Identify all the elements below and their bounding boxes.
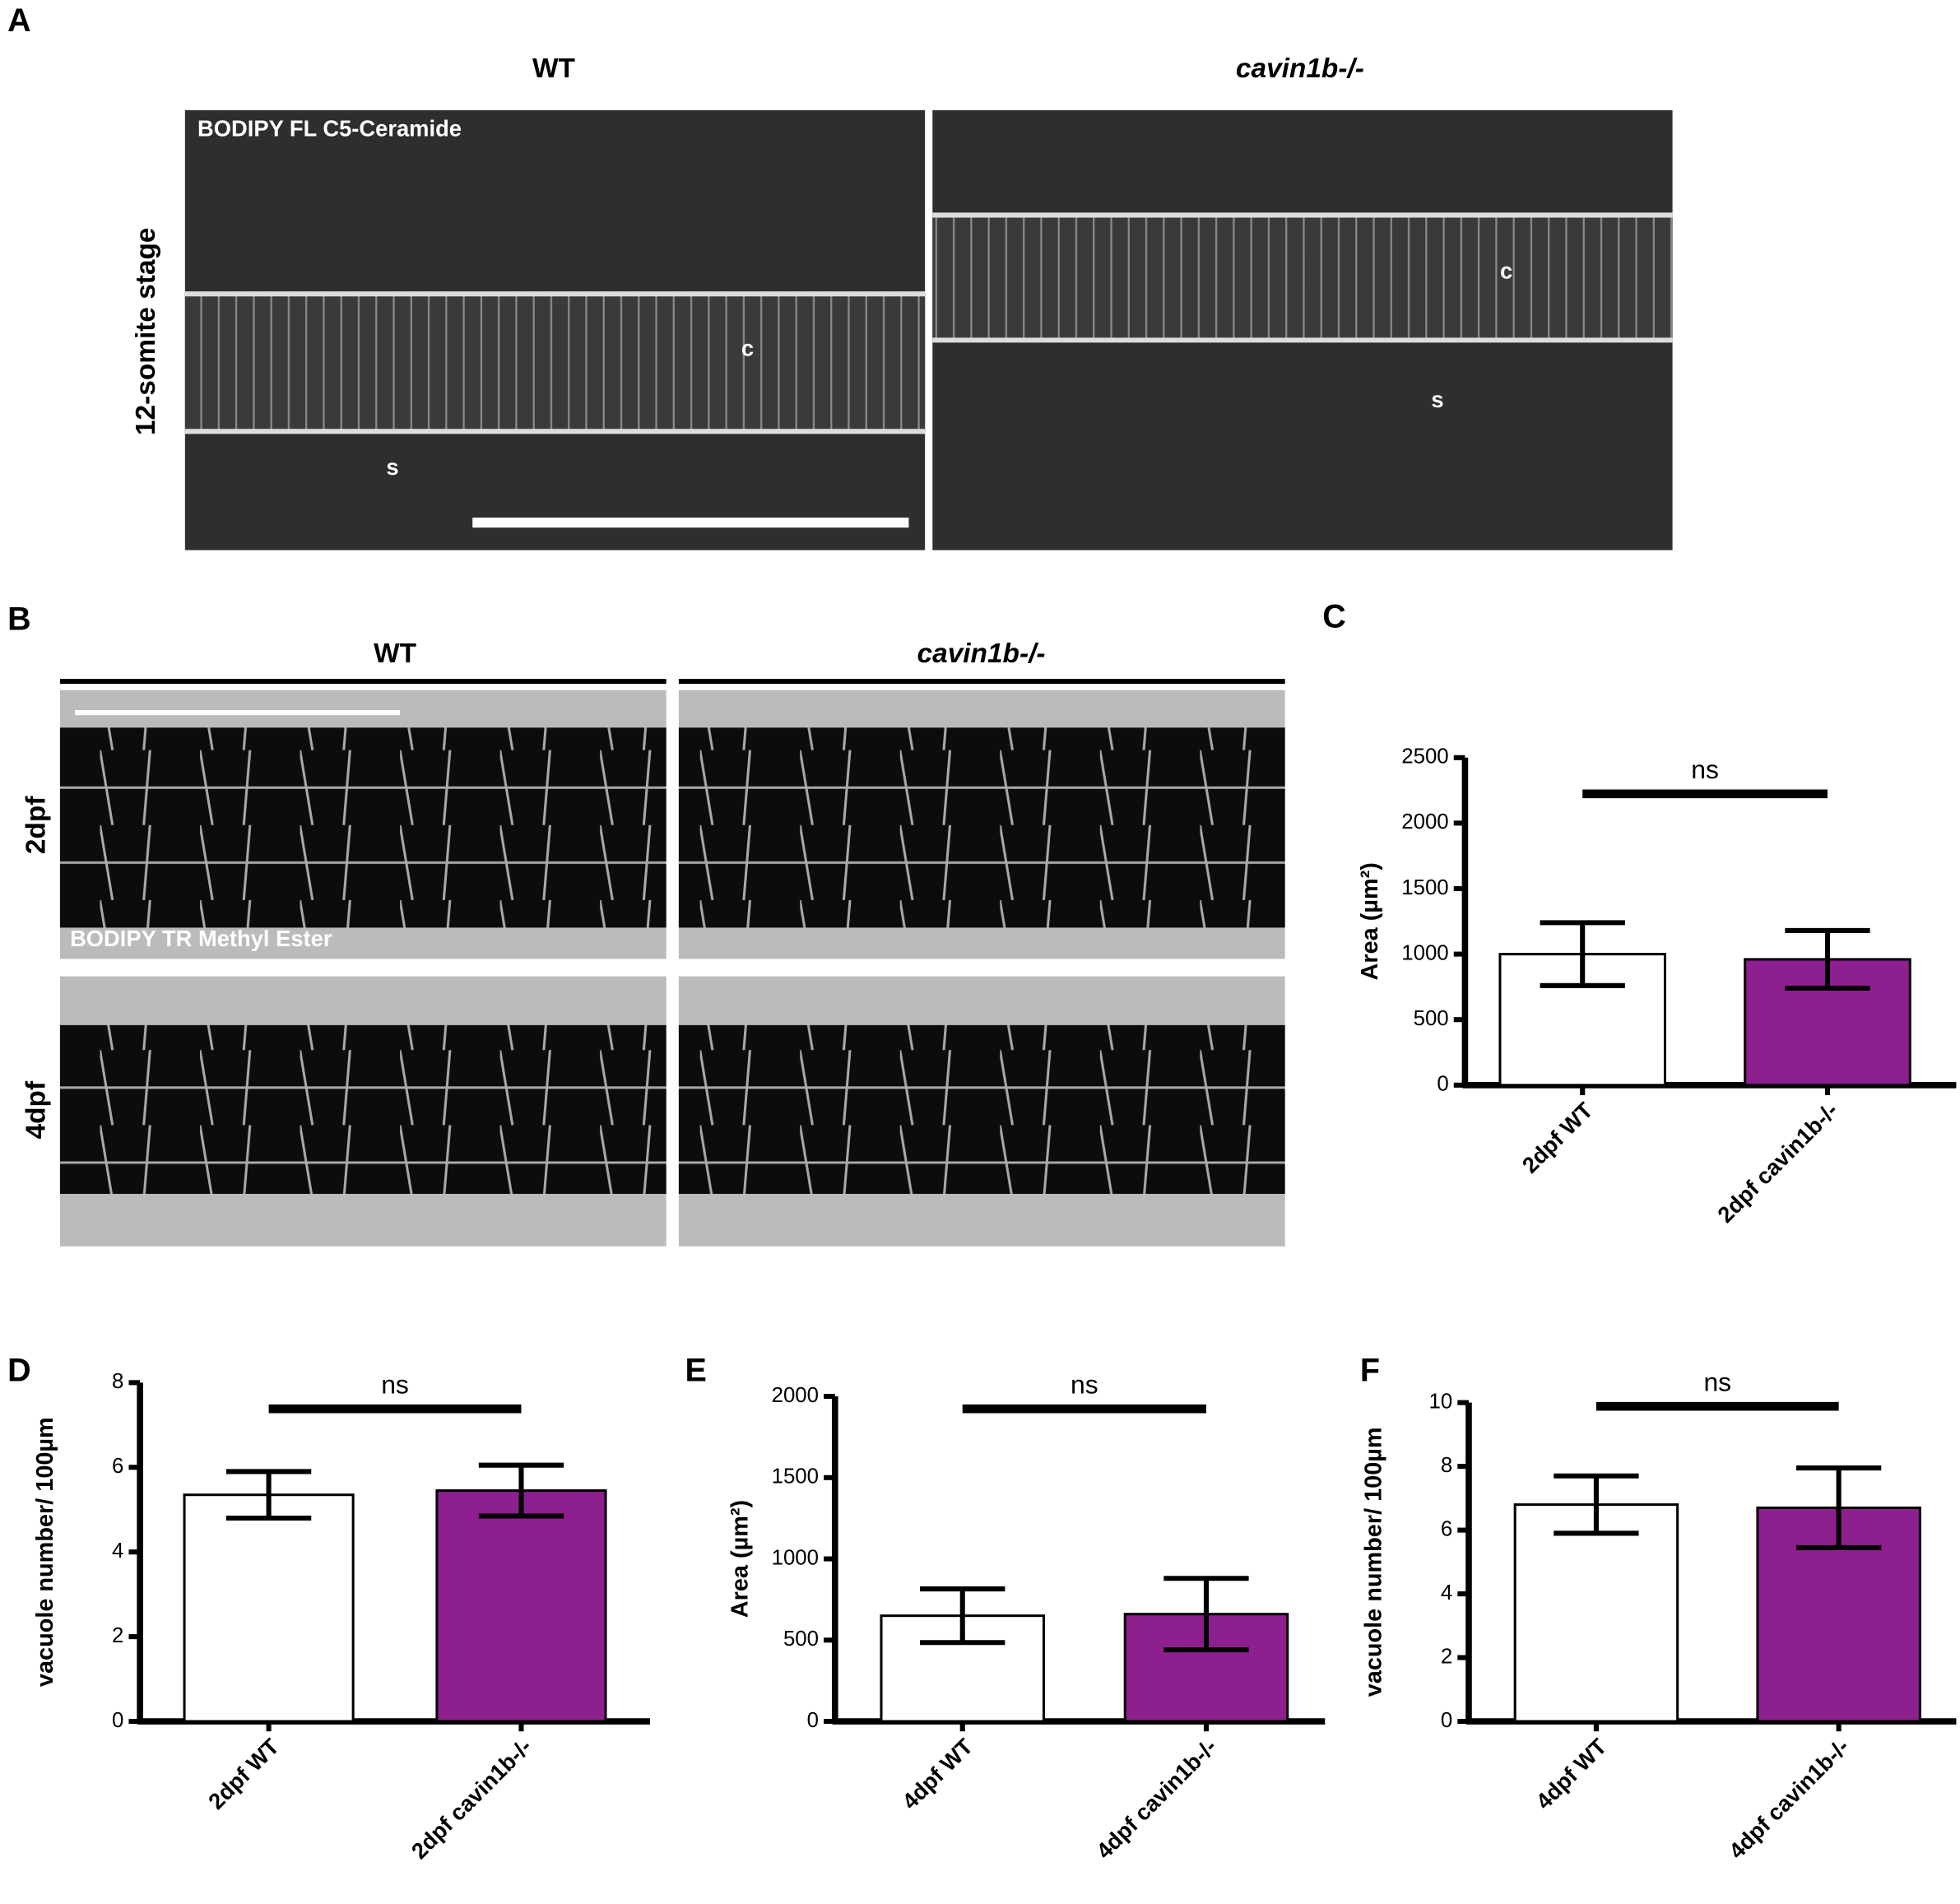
panel-label: F (1360, 1353, 1380, 1389)
column-title: WT (374, 639, 417, 669)
significance-label: ns (1071, 1369, 1098, 1399)
significance-label: ns (381, 1369, 409, 1399)
y-tick-label: 500 (1414, 1007, 1449, 1030)
y-tick-label: 4 (1441, 1581, 1452, 1604)
row-title: 4dpf (21, 1080, 51, 1139)
notochord (184, 294, 926, 432)
stain-label: BODIPY FL C5-Ceramide (197, 115, 462, 141)
y-tick-label: 1000 (772, 1546, 819, 1569)
y-tick-label: 6 (112, 1455, 123, 1478)
y-axis-label: vacuole number/ 100µm (1361, 1427, 1387, 1697)
bar (183, 1493, 355, 1723)
column-title: cavin1b-/- (917, 639, 1046, 669)
y-axis-label: Area (µm²) (1357, 862, 1383, 980)
structure-mark: s (386, 454, 398, 480)
y-tick-label: 6 (1441, 1517, 1452, 1540)
y-tick-label: 500 (783, 1628, 819, 1651)
panel-label: D (7, 1353, 31, 1389)
y-tick-label: 0 (1441, 1709, 1452, 1732)
y-tick-label: 2 (112, 1624, 123, 1647)
x-tick-label: 4dpf cavin1b-/- (1724, 1734, 1854, 1864)
y-tick-label: 10 (1429, 1390, 1453, 1413)
structure-mark: c (1500, 258, 1512, 284)
micrograph-grid (59, 690, 1285, 1247)
y-axis-label: vacuole number/ 100µm (32, 1417, 58, 1687)
y-axis-label: Area (µm²) (727, 1500, 753, 1618)
y-tick-label: 2000 (772, 1384, 819, 1407)
panel-label: A (7, 2, 31, 39)
stain-label: BODIPY TR Methyl Ester (70, 926, 332, 951)
x-tick-label: 4dpf cavin1b-/- (1091, 1734, 1221, 1864)
y-tick-label: 1500 (772, 1465, 819, 1488)
significance-label: ns (1703, 1367, 1731, 1396)
notochord (678, 1024, 1285, 1194)
y-tick-label: 2 (1441, 1645, 1452, 1668)
x-tick-label: 2dpf cavin1b-/- (406, 1734, 536, 1864)
bar (1513, 1503, 1679, 1723)
x-tick-label: 2dpf WT (203, 1734, 284, 1814)
bar (435, 1489, 607, 1723)
panel-label: C (1322, 599, 1346, 635)
notochord (59, 1024, 666, 1194)
notochord (59, 727, 666, 928)
structure-mark: c (741, 336, 754, 361)
notochord (932, 215, 1673, 341)
x-tick-label: 4dpf WT (1530, 1734, 1611, 1814)
row-title: 12-somite stage (131, 227, 161, 435)
structure-mark: s (1431, 387, 1443, 412)
y-tick-label: 8 (112, 1370, 123, 1393)
y-tick-label: 1000 (1401, 941, 1448, 964)
x-tick-label: 2dpf WT (1517, 1097, 1598, 1177)
notochord (678, 727, 1285, 928)
y-tick-label: 0 (1437, 1073, 1448, 1096)
y-tick-label: 2000 (1401, 810, 1448, 834)
panel-label: B (7, 601, 31, 638)
x-tick-label: 2dpf cavin1b-/- (1712, 1098, 1842, 1228)
y-tick-label: 1500 (1401, 876, 1448, 899)
x-tick-label: 4dpf WT (897, 1734, 978, 1814)
y-tick-label: 0 (807, 1709, 819, 1732)
panel-label: E (685, 1353, 706, 1389)
significance-label: ns (1691, 755, 1719, 784)
column-title: WT (532, 53, 576, 84)
column-title: cavin1b-/- (1236, 53, 1364, 84)
y-tick-label: 2500 (1401, 745, 1448, 769)
row-title: 2dpf (21, 796, 51, 854)
y-tick-label: 4 (112, 1539, 123, 1563)
y-tick-label: 0 (112, 1709, 123, 1732)
y-tick-label: 8 (1441, 1454, 1452, 1477)
